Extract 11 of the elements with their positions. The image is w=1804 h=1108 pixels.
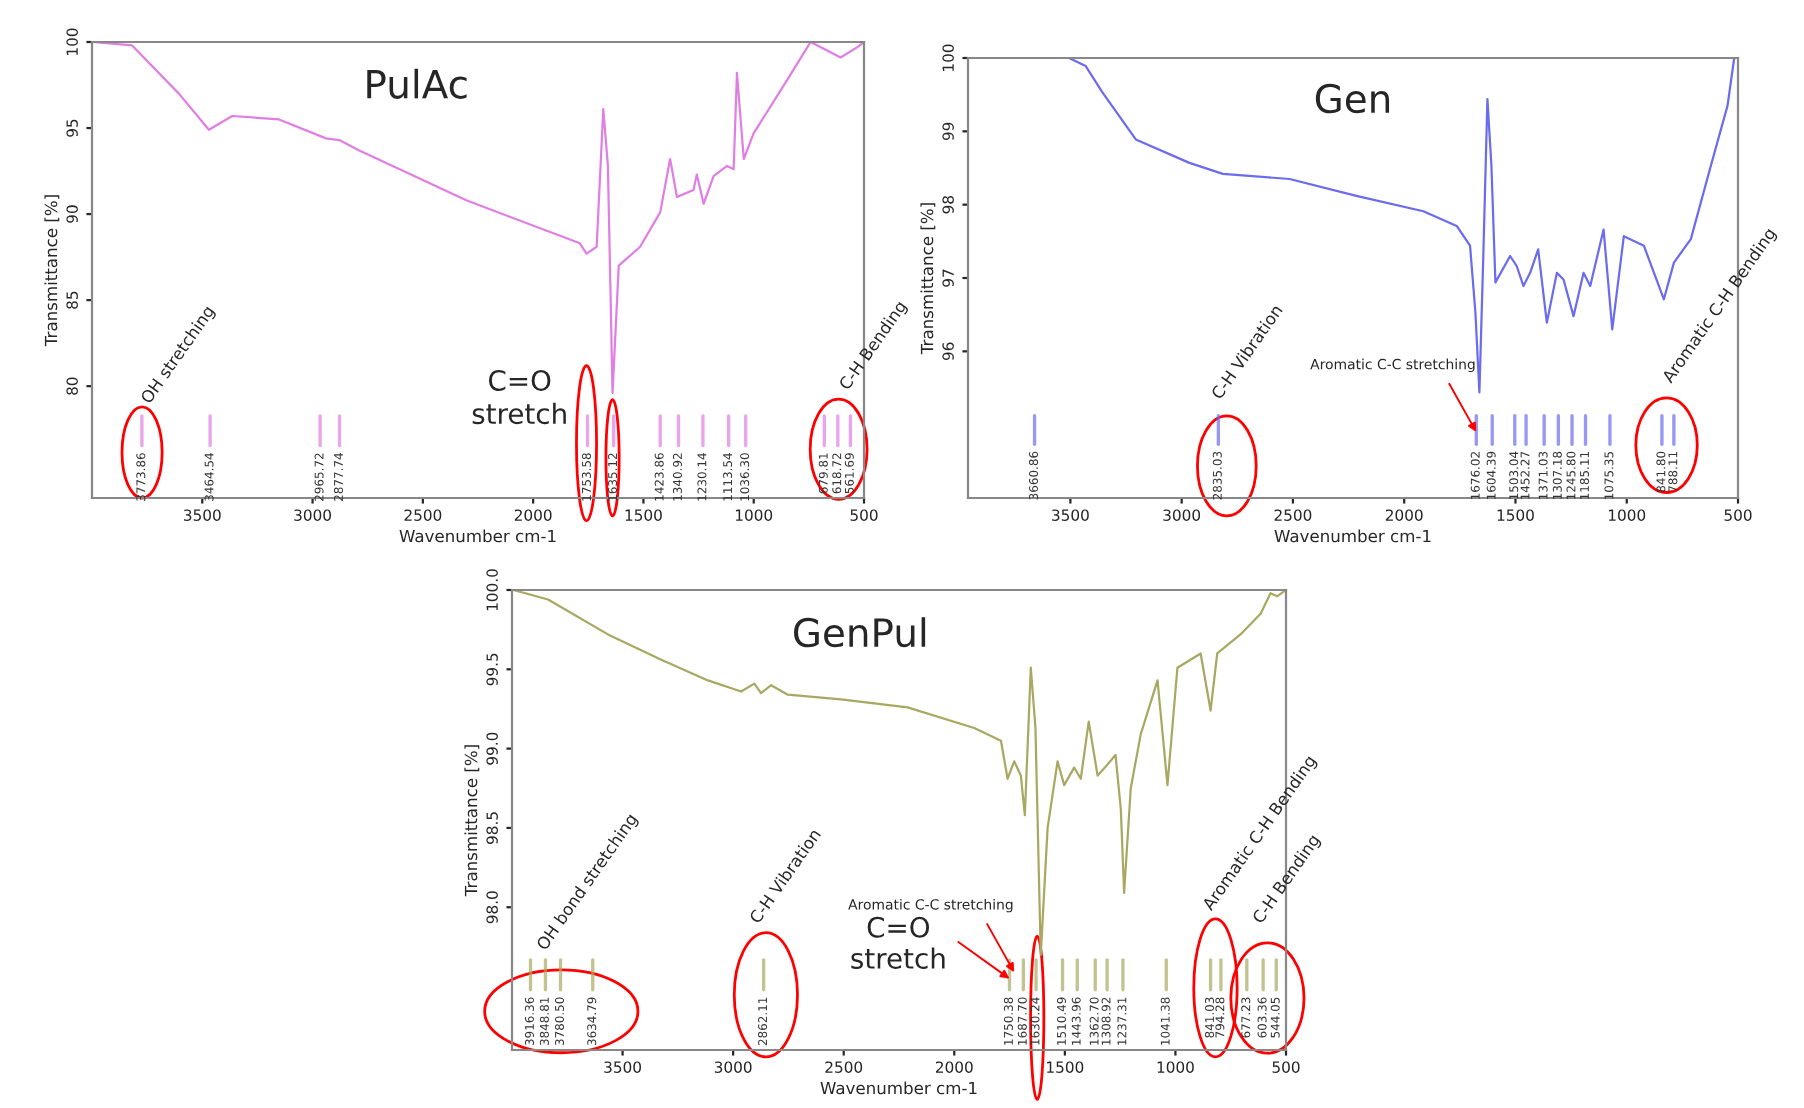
text: Gen	[1315, 83, 1390, 114]
annotation: C=O stretch	[851, 916, 945, 969]
text: PulAc	[367, 68, 467, 99]
text: GenPul	[794, 617, 926, 648]
y-axis-title: Transmittance [%]	[44, 195, 60, 347]
annotation: C=O stretch	[472, 369, 566, 425]
y-axis-title: Transmittance [%]	[464, 745, 480, 897]
x-axis-title: Wavenumber cm-1	[820, 1081, 977, 1095]
x-axis-title: Wavenumber cm-1	[1274, 529, 1431, 543]
x-axis-title: Wavenumber cm-1	[399, 529, 556, 543]
y-axis-title: Transmittance [%]	[920, 203, 936, 355]
